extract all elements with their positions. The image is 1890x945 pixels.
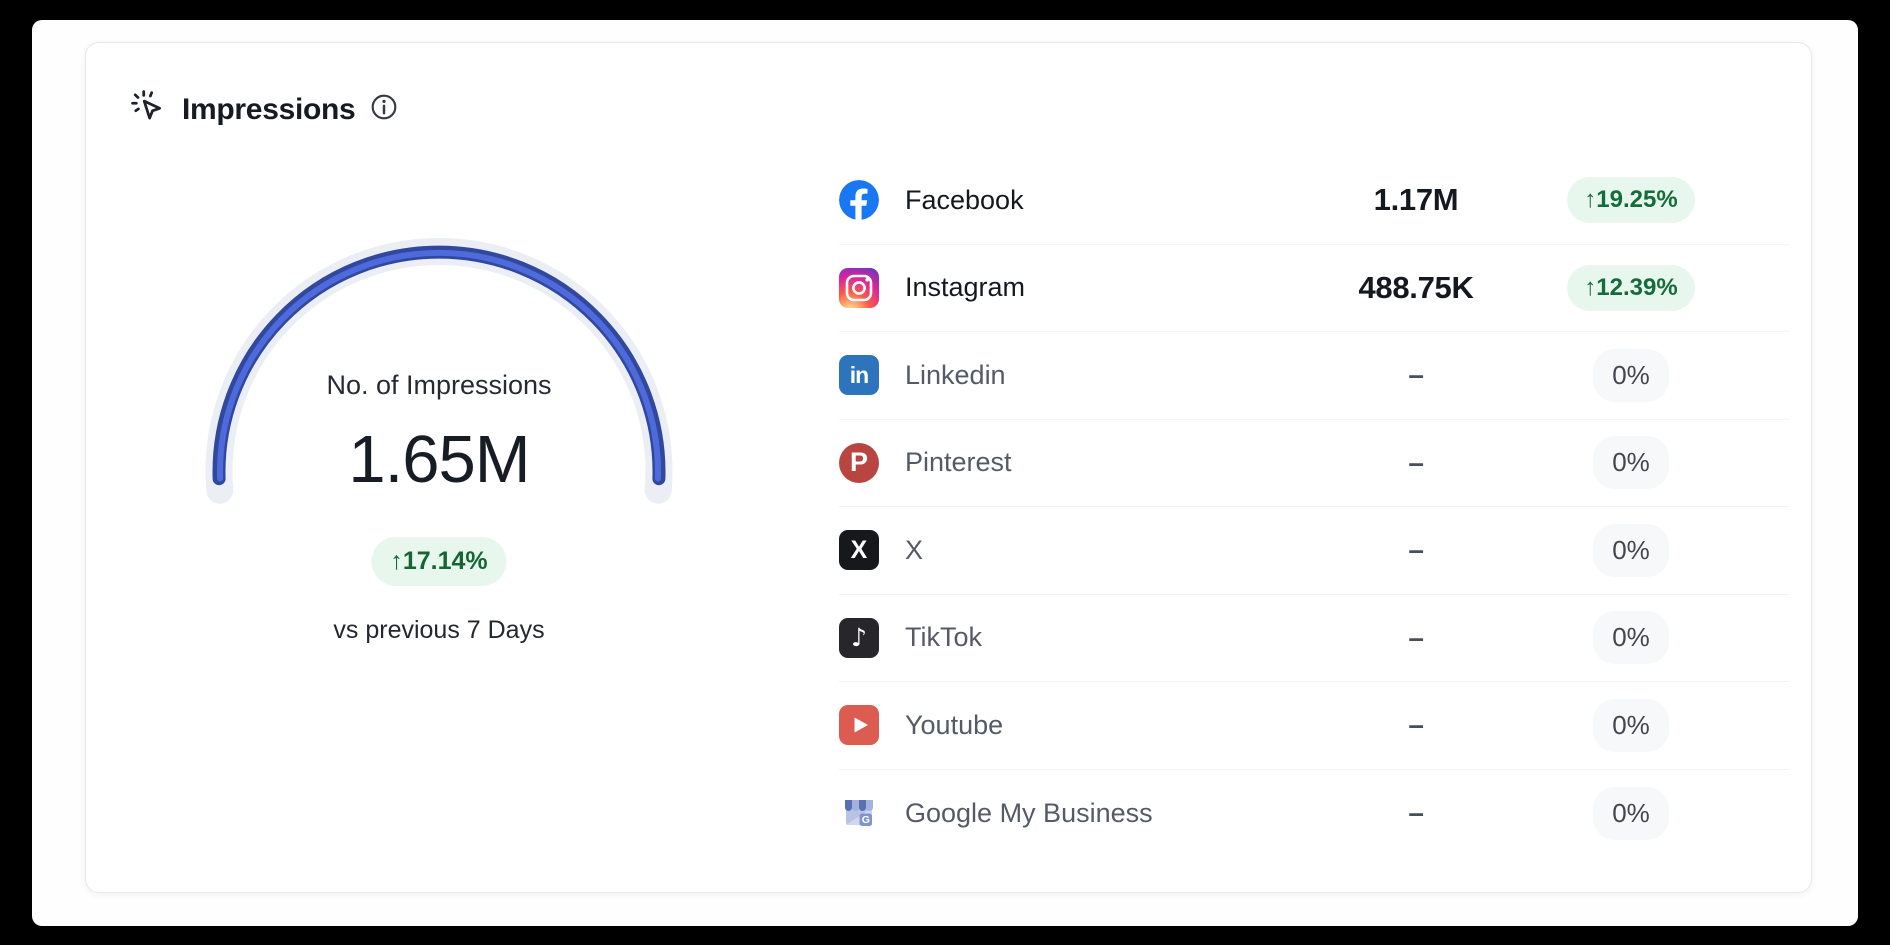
- gauge-change-badge: ↑17.14%: [371, 536, 507, 586]
- platform-change-badge: 0%: [1593, 611, 1669, 665]
- platform-row: Youtube – 0%: [839, 682, 1789, 770]
- instagram-icon: [839, 267, 879, 308]
- platform-name: Youtube: [905, 709, 1004, 740]
- info-icon[interactable]: [370, 93, 398, 126]
- tiktok-icon: ♪: [839, 617, 879, 658]
- platform-row: Instagram 488.75K ↑12.39%: [839, 245, 1789, 332]
- platform-value: –: [1408, 797, 1424, 829]
- platform-change-badge: ↑12.39%: [1567, 264, 1695, 311]
- gauge-center-text: No. of Impressions 1.65M ↑17.14% vs prev…: [326, 370, 551, 645]
- gauge-comparison-label: vs previous 7 Days: [333, 615, 545, 644]
- platform-row: in Linkedin – 0%: [839, 332, 1789, 420]
- card-title: Impressions: [182, 92, 356, 126]
- card-header: Impressions: [131, 89, 398, 130]
- platform-name: TikTok: [905, 622, 983, 653]
- platform-row: ♪ TikTok – 0%: [839, 595, 1789, 682]
- platform-name: Instagram: [905, 272, 1026, 303]
- platform-row: P Pinterest – 0%: [839, 420, 1789, 507]
- platform-row: G Google My Business – 0%: [839, 770, 1789, 858]
- platform-change-badge: 0%: [1593, 698, 1669, 752]
- platform-row: X X – 0%: [839, 507, 1789, 595]
- platform-value: –: [1408, 621, 1424, 653]
- platform-name: Facebook: [905, 184, 1024, 215]
- platform-value: –: [1408, 359, 1424, 391]
- platform-value: –: [1408, 446, 1424, 478]
- youtube-icon: [839, 705, 879, 746]
- platform-name: Pinterest: [905, 447, 1012, 478]
- platform-change-badge: 0%: [1593, 786, 1669, 840]
- impressions-card: Impressions No. of Impressions 1.65M ↑17…: [85, 42, 1812, 893]
- click-sparkle-icon: [131, 89, 167, 130]
- platform-row: Facebook 1.17M ↑19.25%: [839, 157, 1789, 245]
- linkedin-icon: in: [839, 355, 879, 396]
- platform-name: Linkedin: [905, 359, 1006, 390]
- gauge-label: No. of Impressions: [326, 370, 552, 400]
- impressions-gauge-chart: [205, 238, 673, 504]
- gauge-value: 1.65M: [348, 422, 530, 497]
- platform-value: 488.75K: [1358, 269, 1474, 305]
- platform-list: Facebook 1.17M ↑19.25% Instagram 488.75K…: [839, 157, 1789, 857]
- platform-change-badge: 0%: [1593, 348, 1669, 402]
- app-background: Impressions No. of Impressions 1.65M ↑17…: [32, 20, 1858, 926]
- gmb-icon: G: [839, 793, 879, 833]
- platform-change-badge: 0%: [1593, 436, 1669, 490]
- pinterest-icon: P: [839, 442, 879, 483]
- platform-change-badge: 0%: [1593, 523, 1669, 577]
- platform-value: 1.17M: [1373, 182, 1459, 218]
- platform-value: –: [1408, 709, 1424, 741]
- platform-value: –: [1408, 534, 1424, 566]
- platform-name: Google My Business: [905, 797, 1153, 828]
- svg-text:G: G: [862, 814, 870, 826]
- platform-name: X: [905, 534, 924, 565]
- platform-change-badge: ↑19.25%: [1567, 177, 1695, 224]
- x-icon: X: [839, 530, 879, 571]
- facebook-icon: [839, 180, 879, 221]
